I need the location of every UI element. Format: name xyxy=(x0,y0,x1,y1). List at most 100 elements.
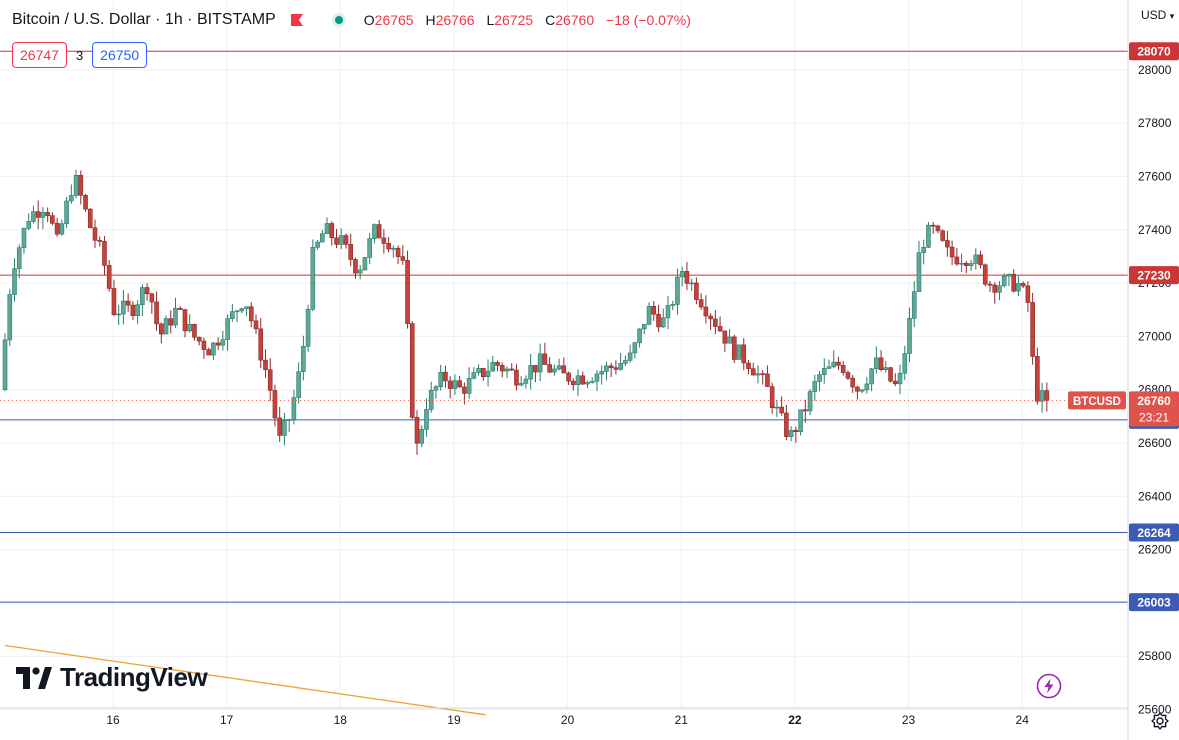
price-axis[interactable]: 2560025800260002620026400266002680027000… xyxy=(1127,0,1172,740)
candle xyxy=(892,373,898,387)
candle-body xyxy=(310,247,316,310)
candle xyxy=(803,399,808,423)
candle xyxy=(855,385,860,400)
candle-body xyxy=(409,323,415,418)
candle xyxy=(286,418,292,433)
candle xyxy=(675,268,680,315)
candle-body xyxy=(556,365,562,370)
candle xyxy=(282,412,287,446)
candle xyxy=(258,318,264,369)
candle xyxy=(481,367,486,381)
candle xyxy=(177,306,183,310)
candle xyxy=(585,380,590,388)
candle-body xyxy=(561,365,567,374)
candle-body xyxy=(220,339,226,346)
candle xyxy=(727,329,732,344)
candle xyxy=(424,398,429,437)
candle xyxy=(665,295,671,330)
candle xyxy=(196,336,202,346)
candle-body xyxy=(949,246,955,258)
candle xyxy=(798,409,803,436)
flag-icon[interactable] xyxy=(290,13,304,27)
candle-body xyxy=(140,287,145,305)
candle-body xyxy=(826,366,832,369)
currency-selector[interactable]: USD ▾ xyxy=(1141,8,1174,22)
candle xyxy=(736,344,742,360)
candle-body xyxy=(230,311,235,319)
candle xyxy=(987,280,993,293)
candle xyxy=(575,369,581,396)
candle xyxy=(926,222,931,249)
price-tick-label: 25800 xyxy=(1138,649,1172,663)
candle xyxy=(713,310,718,335)
candle xyxy=(21,227,27,254)
candle xyxy=(836,356,841,370)
candle-body xyxy=(608,365,614,369)
candle-body xyxy=(736,344,742,360)
buy-button[interactable]: 26750 xyxy=(92,42,148,68)
candle-body xyxy=(338,235,344,245)
candle-body xyxy=(675,276,680,305)
candle-body xyxy=(589,380,595,383)
time-axis[interactable]: 16 17 18 19 20 21 22 23 24 xyxy=(0,707,1128,727)
tradingview-logo[interactable]: TradingView xyxy=(16,662,208,693)
candle xyxy=(73,169,79,199)
candle-body xyxy=(765,373,770,387)
candle-body xyxy=(40,212,46,218)
candle xyxy=(982,263,988,287)
candle-body xyxy=(106,265,112,289)
candle xyxy=(547,357,552,373)
candle xyxy=(272,384,278,427)
candle xyxy=(935,224,941,234)
bolt-icon[interactable] xyxy=(1036,673,1062,699)
candle-body xyxy=(424,409,429,430)
candle xyxy=(651,300,657,321)
candle-body xyxy=(1001,275,1007,287)
candle-body xyxy=(69,195,74,202)
candle-body xyxy=(665,305,671,319)
candle-body xyxy=(87,208,93,229)
candle-body xyxy=(343,235,349,245)
candle-body xyxy=(637,328,642,344)
candle-body xyxy=(495,362,500,366)
candle-body xyxy=(291,397,297,420)
candle xyxy=(916,240,922,292)
candle-body xyxy=(552,368,557,373)
symbol-title[interactable]: Bitcoin / U.S. Dollar · 1h · BITSTAMP xyxy=(12,11,276,28)
candle-body xyxy=(348,244,354,260)
candle-body xyxy=(850,377,855,388)
candle xyxy=(1044,382,1050,412)
candle xyxy=(817,371,822,392)
candle xyxy=(253,314,259,334)
candle-body xyxy=(1044,390,1050,401)
ohlc-values: O26765 H26766 L26725 C26760 −18 (−0.07%) xyxy=(364,12,691,28)
candle xyxy=(708,313,713,331)
settings-icon[interactable] xyxy=(1150,711,1170,731)
candle-body xyxy=(301,346,306,372)
candle xyxy=(964,260,969,274)
candle xyxy=(528,353,533,390)
candle xyxy=(1020,281,1026,289)
candle-body xyxy=(779,406,784,414)
currency-label[interactable]: USD xyxy=(1141,8,1167,22)
sell-button[interactable]: 26747 xyxy=(12,42,67,68)
candle-body xyxy=(817,374,822,382)
candle-body xyxy=(646,305,652,325)
candle xyxy=(78,170,84,205)
candle xyxy=(731,334,737,363)
time-tick-label: 21 xyxy=(675,713,689,727)
candle-body xyxy=(580,375,586,385)
candle-body xyxy=(651,305,657,315)
candle xyxy=(447,376,453,399)
candle-body xyxy=(618,363,623,370)
candle xyxy=(518,375,524,387)
candle xyxy=(807,389,813,416)
candle xyxy=(821,358,827,384)
candle xyxy=(372,223,377,244)
candle xyxy=(201,337,207,360)
open-value: 26765 xyxy=(374,12,414,28)
candle-body xyxy=(305,308,311,347)
candle-body xyxy=(575,375,581,385)
